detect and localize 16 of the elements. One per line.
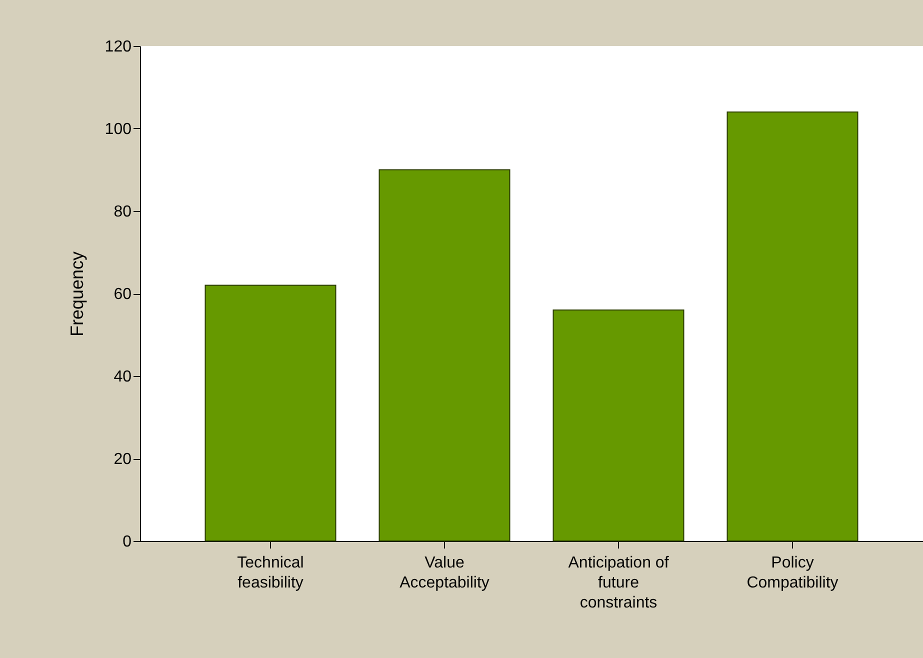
x-tick-label: Value Acceptability [400, 554, 490, 592]
x-tick-label: Anticipation of future constraints [568, 554, 670, 612]
x-tick-label: Policy Compatibility [746, 554, 838, 592]
bar [726, 112, 858, 542]
y-tick-label: 40 [114, 368, 132, 386]
y-tick-label: 60 [114, 286, 132, 303]
x-tick-label: Technical feasibility [237, 554, 304, 592]
y-axis-title: Frequency [66, 251, 87, 337]
y-tick-label: 80 [114, 204, 132, 220]
bar [204, 284, 336, 542]
bar [552, 310, 684, 542]
bar [378, 169, 510, 542]
y-tick-label: 120 [104, 38, 132, 56]
y-tick-label: 20 [114, 451, 132, 468]
y-tick-label: 100 [104, 121, 132, 138]
y-tick-label: 0 [122, 534, 132, 550]
